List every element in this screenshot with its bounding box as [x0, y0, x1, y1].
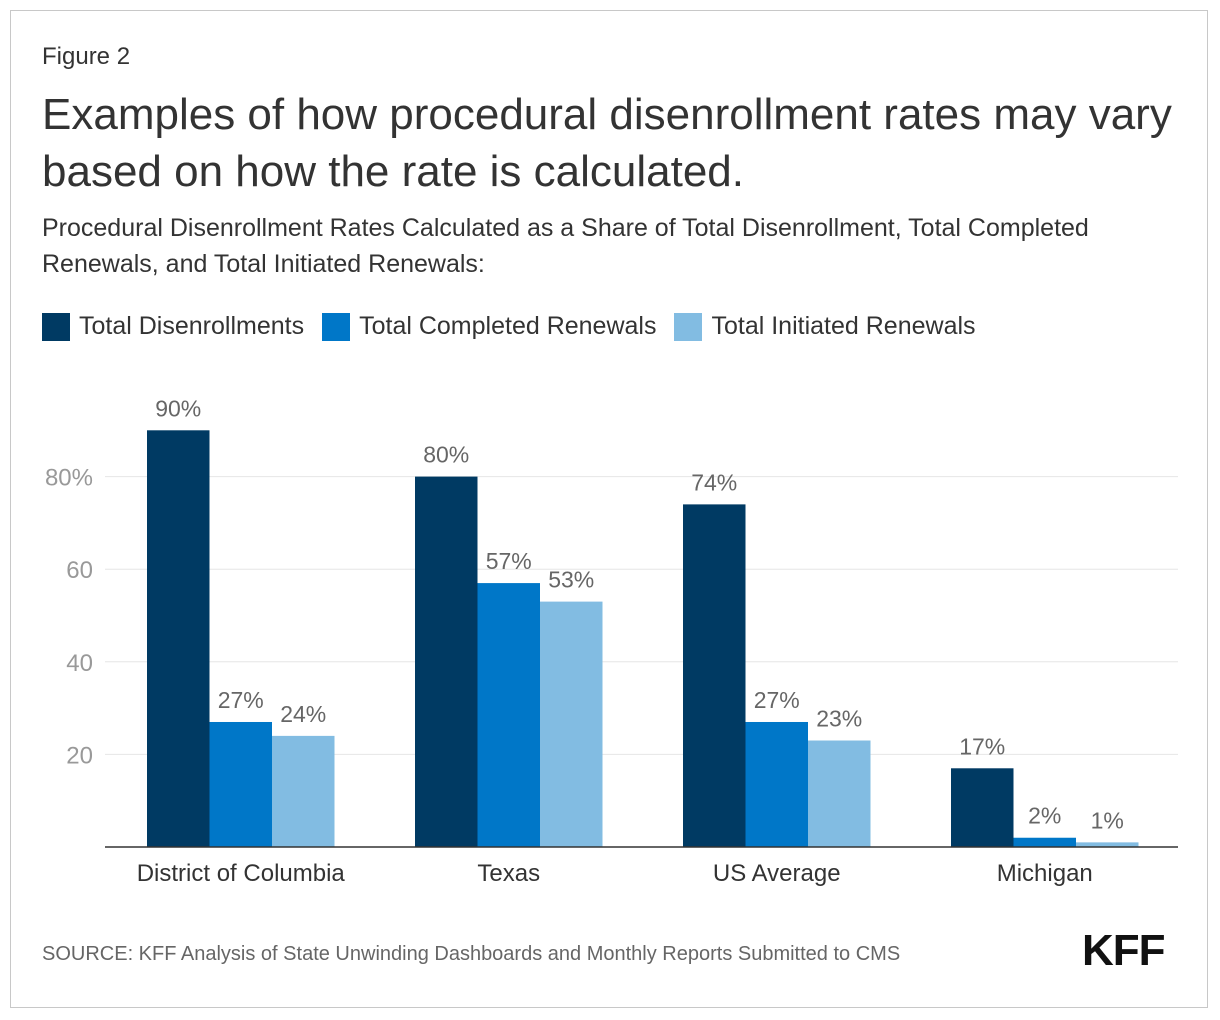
bar	[808, 740, 871, 847]
data-label: 80%	[423, 442, 469, 468]
data-label: 53%	[548, 567, 594, 593]
data-label: 57%	[486, 548, 532, 574]
kff-logo: KFF	[1082, 926, 1166, 975]
data-label: 1%	[1091, 807, 1124, 833]
legend-swatch	[322, 312, 351, 341]
data-label: 24%	[280, 701, 326, 727]
data-label: 27%	[754, 687, 800, 713]
legend-label: Total Disenrollments	[79, 312, 305, 340]
data-label: 2%	[1028, 803, 1061, 829]
x-category-label: Texas	[477, 860, 540, 887]
figure-frame	[10, 10, 1208, 1008]
legend: Total Disenrollments Total Completed Ren…	[42, 312, 994, 341]
data-label: 90%	[155, 395, 201, 421]
y-tick-label: 40	[66, 650, 93, 677]
y-tick-label: 80%	[45, 465, 93, 492]
data-label: 27%	[218, 687, 264, 713]
legend-label: Total Completed Renewals	[359, 312, 657, 340]
legend-swatch	[674, 312, 703, 341]
source-note: SOURCE: KFF Analysis of State Unwinding …	[42, 943, 901, 965]
data-label: 17%	[959, 733, 1005, 759]
y-tick-label: 60	[66, 557, 93, 584]
legend-swatch	[42, 312, 70, 341]
bar	[1013, 837, 1076, 847]
legend-item-total-disenrollments: Total Disenrollments	[42, 312, 304, 341]
x-category-label: Michigan	[997, 860, 1093, 887]
bar	[209, 721, 272, 847]
bar	[1076, 842, 1139, 847]
legend-item-total-initiated-renewals: Total Initiated Renewals	[674, 312, 976, 341]
figure-label: Figure 2	[42, 43, 131, 70]
x-category-label: US Average	[713, 860, 841, 887]
chart-subtitle: Procedural Disenrollment Rates Calculate…	[42, 214, 1089, 278]
bar	[272, 735, 335, 847]
y-tick-label: 20	[66, 742, 93, 769]
x-category-label: District of Columbia	[137, 860, 346, 887]
bar	[951, 768, 1014, 847]
bar	[415, 476, 478, 847]
bar	[477, 583, 540, 847]
bar	[683, 504, 746, 847]
chart-title: Examples of how procedural disenrollment…	[42, 90, 1172, 196]
bar	[745, 721, 808, 847]
bar	[540, 601, 603, 847]
legend-label: Total Initiated Renewals	[711, 312, 976, 340]
bar	[147, 430, 210, 847]
legend-item-total-completed-renewals: Total Completed Renewals	[322, 312, 656, 341]
data-label: 23%	[816, 706, 862, 732]
data-label: 74%	[691, 469, 737, 495]
